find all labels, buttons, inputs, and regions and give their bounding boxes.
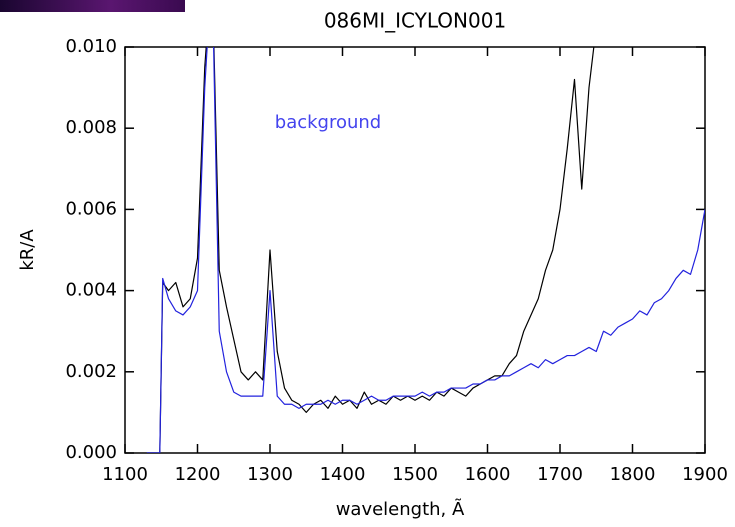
x-tick-label: 1100 — [102, 464, 148, 485]
y-tick-label: 0.006 — [65, 198, 117, 219]
x-axis-label: wavelength, Ã — [336, 498, 465, 520]
x-tick-label: 1200 — [175, 464, 221, 485]
y-axis-label: kR/A — [17, 229, 38, 271]
plot-frame — [124, 46, 706, 454]
header-band — [0, 0, 185, 12]
x-tick-label: 1600 — [465, 464, 511, 485]
x-tick-label: 1900 — [682, 464, 728, 485]
y-tick-label: 0.002 — [65, 361, 117, 382]
annotation: background — [275, 112, 381, 133]
chart-title: 086MI_ICYLON001 — [324, 9, 506, 33]
x-tick-label: 1500 — [392, 464, 438, 485]
y-tick-label: 0.010 — [65, 36, 117, 57]
y-tick-label: 0.008 — [65, 117, 117, 138]
y-tick-label: 0.000 — [65, 442, 117, 463]
spectrum-line — [146, 47, 705, 453]
x-tick-label: 1400 — [320, 464, 366, 485]
x-tick-label: 1800 — [610, 464, 656, 485]
x-tick-label: 1300 — [247, 464, 293, 485]
x-tick-label: 1700 — [537, 464, 583, 485]
spectrum-line — [146, 47, 595, 453]
y-tick-label: 0.004 — [65, 280, 117, 301]
plot-area — [146, 47, 705, 453]
